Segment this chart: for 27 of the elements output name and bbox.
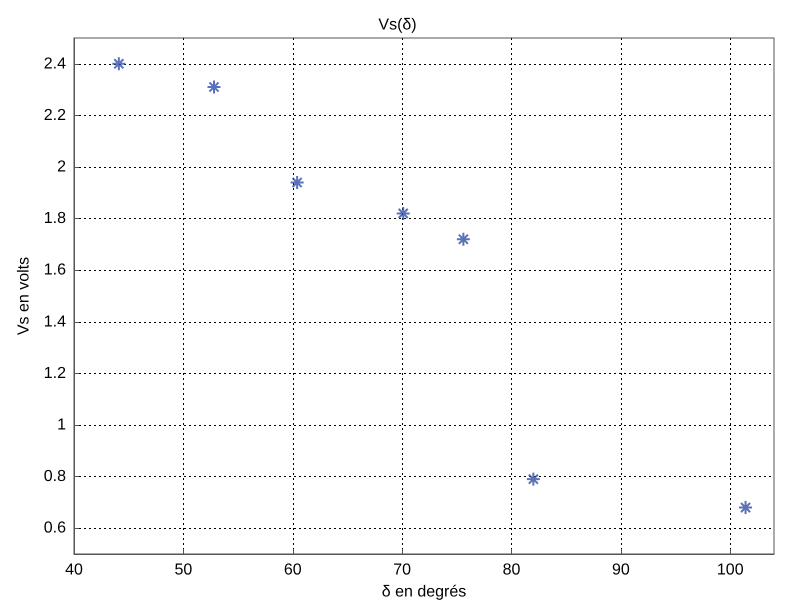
point: [396, 206, 411, 221]
point: [206, 80, 222, 95]
point: [456, 232, 471, 247]
x-tick-label: 80: [502, 562, 520, 578]
y-tick-label: 1.2: [44, 364, 66, 382]
y-tick-label: 1.8: [44, 210, 66, 228]
point: [111, 56, 126, 72]
y-tick-label: 1.4: [44, 313, 66, 330]
y-tick-label: 2.2: [44, 106, 66, 124]
y-tick-label: 1: [57, 416, 66, 434]
x-axis-title: δ en degrés: [382, 584, 466, 600]
chart-title: Vs(δ): [378, 16, 417, 34]
x-tick-label: 100: [716, 562, 744, 578]
y-tick-label: 0.6: [44, 520, 66, 537]
x-tick-label: 60: [284, 562, 302, 578]
y-tick-label: 2: [57, 158, 66, 176]
x-tick-label: 40: [65, 562, 83, 578]
y-tick-label: 2.4: [44, 55, 66, 72]
x-tick-label: 50: [174, 562, 192, 578]
point: [290, 174, 305, 190]
x-tick-label: 90: [612, 562, 630, 578]
y-axis-title: Vs en volts: [16, 256, 32, 336]
x-tick-label: 70: [393, 562, 412, 578]
point: [738, 500, 754, 516]
point: [526, 472, 541, 487]
y-tick-label: 0.8: [44, 468, 66, 486]
y-tick-label: 1.6: [44, 262, 66, 279]
